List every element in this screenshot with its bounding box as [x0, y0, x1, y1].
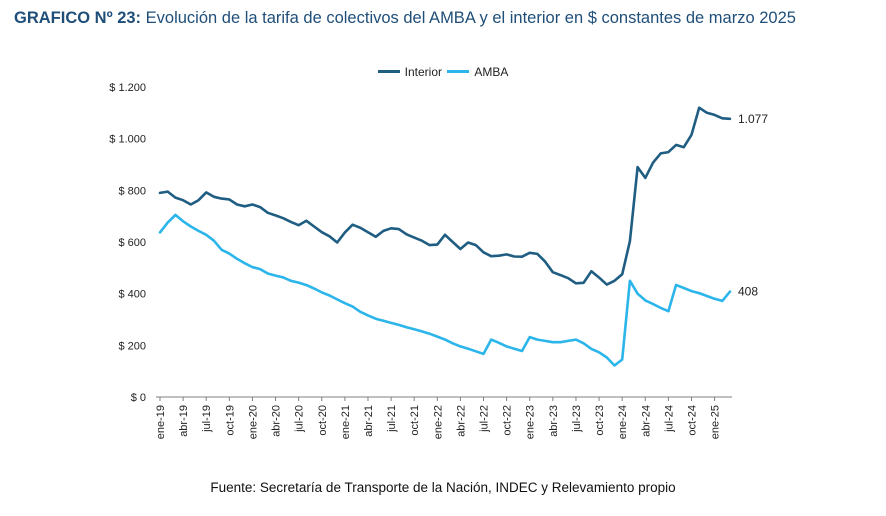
- x-tick-label: jul-22: [479, 405, 491, 433]
- x-tick-label: ene-24: [617, 405, 629, 439]
- end-label-interior: 1.077: [738, 112, 768, 126]
- x-tick-label: jul-21: [386, 405, 398, 433]
- x-tick-label: ene-25: [710, 405, 722, 439]
- legend-swatch-amba: [447, 70, 470, 73]
- x-tick-label: jul-20: [294, 405, 306, 433]
- end-label-amba: 408: [738, 285, 758, 299]
- x-tick-label: oct-21: [409, 405, 421, 436]
- legend-label-interior: Interior: [404, 64, 442, 79]
- x-tick-label: ene-22: [432, 405, 444, 439]
- series-line-interior: [158, 106, 732, 286]
- x-tick-label: oct-24: [686, 405, 698, 436]
- x-tick-label: abr-19: [178, 405, 190, 437]
- legend-swatch-interior: [377, 70, 400, 73]
- x-tick-label: jul-24: [663, 405, 675, 433]
- legend-label-amba: AMBA: [474, 64, 509, 79]
- legend-item-amba: AMBA: [447, 65, 508, 79]
- chart-title-prefix: GRAFICO Nº 23:: [14, 9, 142, 27]
- y-tick-label: $ 1.200: [109, 82, 146, 94]
- x-tick-label: jul-19: [201, 405, 213, 433]
- series-line-amba: [158, 213, 732, 367]
- line-chart: $ 0 $ 200 $ 400 $ 600 $ 800 $ 1.000 $ 1.200 ene…: [109, 82, 768, 439]
- x-tick-label: ene-23: [525, 405, 537, 439]
- x-tick-label: oct-22: [502, 405, 514, 436]
- chart-title-text: Evolución de la tarifa de colectivos del…: [145, 9, 796, 27]
- y-tick-label: $ 800: [118, 185, 146, 197]
- legend-item-interior: Interior: [377, 64, 442, 79]
- x-tick-label: abr-23: [548, 405, 560, 437]
- y-tick-label: $ 600: [118, 237, 146, 249]
- x-tick-label: ene-21: [340, 405, 352, 439]
- y-tick-label: $ 1.000: [109, 134, 146, 146]
- x-tick-label: ene-20: [247, 405, 259, 439]
- x-tick-label: abr-22: [455, 405, 467, 437]
- chart-title: GRAFICO Nº 23: Evolución de la tarifa de…: [14, 9, 796, 28]
- x-tick-label: jul-23: [571, 405, 583, 433]
- x-tick-label: oct-23: [594, 405, 606, 436]
- x-tick-label: ene-19: [155, 405, 167, 439]
- x-tick-label: abr-20: [271, 405, 283, 437]
- x-tick-label: abr-24: [640, 405, 652, 437]
- y-tick-label: $ 0: [131, 392, 146, 404]
- source-note: Fuente: Secretaría de Transporte de la N…: [210, 480, 676, 495]
- x-tick-label: oct-19: [224, 405, 236, 436]
- x-tick-label: abr-21: [363, 405, 375, 437]
- y-tick-label: $ 200: [118, 340, 146, 352]
- x-tick-label: oct-20: [317, 405, 329, 436]
- y-tick-label: $ 400: [118, 289, 146, 301]
- legend: Interior AMBA: [0, 62, 886, 79]
